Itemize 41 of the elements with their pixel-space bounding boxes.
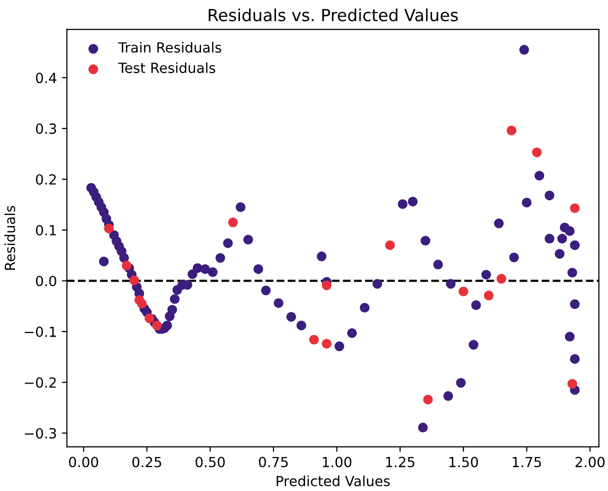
y-tick-label: 0.4 <box>36 72 56 84</box>
point <box>567 378 578 389</box>
point <box>532 147 542 158</box>
y-axis-title: Residuals <box>4 206 16 270</box>
x-tick-label: 1.25 <box>386 456 414 468</box>
x-tick-label: 0.50 <box>196 456 225 468</box>
y-tick-label: −0.2 <box>24 377 56 388</box>
point <box>322 338 332 349</box>
point <box>484 290 494 300</box>
y-tick-label: −0.1 <box>24 326 56 338</box>
x-tick-label: 0.25 <box>132 456 162 468</box>
y-tick-label: 0.2 <box>36 174 56 185</box>
point <box>104 224 114 234</box>
point <box>423 394 433 404</box>
point <box>122 260 132 270</box>
x-tick-label: 1.00 <box>322 456 352 468</box>
y-tick-label: 0.0 <box>36 276 56 286</box>
point <box>309 334 319 345</box>
point <box>385 240 395 250</box>
point <box>228 218 238 228</box>
point <box>322 280 332 290</box>
point <box>570 203 580 214</box>
y-tick-label: 0.1 <box>36 224 56 236</box>
point <box>496 274 506 284</box>
point <box>136 298 147 308</box>
x-axis-title: Predicted Values <box>276 476 390 486</box>
point <box>458 286 468 296</box>
point <box>506 126 516 136</box>
legend-label: Train Residuals <box>118 42 222 53</box>
x-tick-label: 1.75 <box>512 456 541 468</box>
point <box>152 320 162 330</box>
x-tick-label: 0.75 <box>258 456 288 468</box>
x-tick-label: 2.00 <box>576 456 605 468</box>
x-tick-label: 1.50 <box>449 456 478 468</box>
legend-label: Test Residuals <box>118 62 216 74</box>
point <box>144 313 154 324</box>
chart-title: Residuals vs. Predicted Values <box>208 8 458 22</box>
point <box>129 275 140 286</box>
x-tick-label: 0.00 <box>69 456 98 468</box>
y-tick-label: 0.3 <box>36 123 56 134</box>
y-tick-label: −0.3 <box>24 428 56 439</box>
